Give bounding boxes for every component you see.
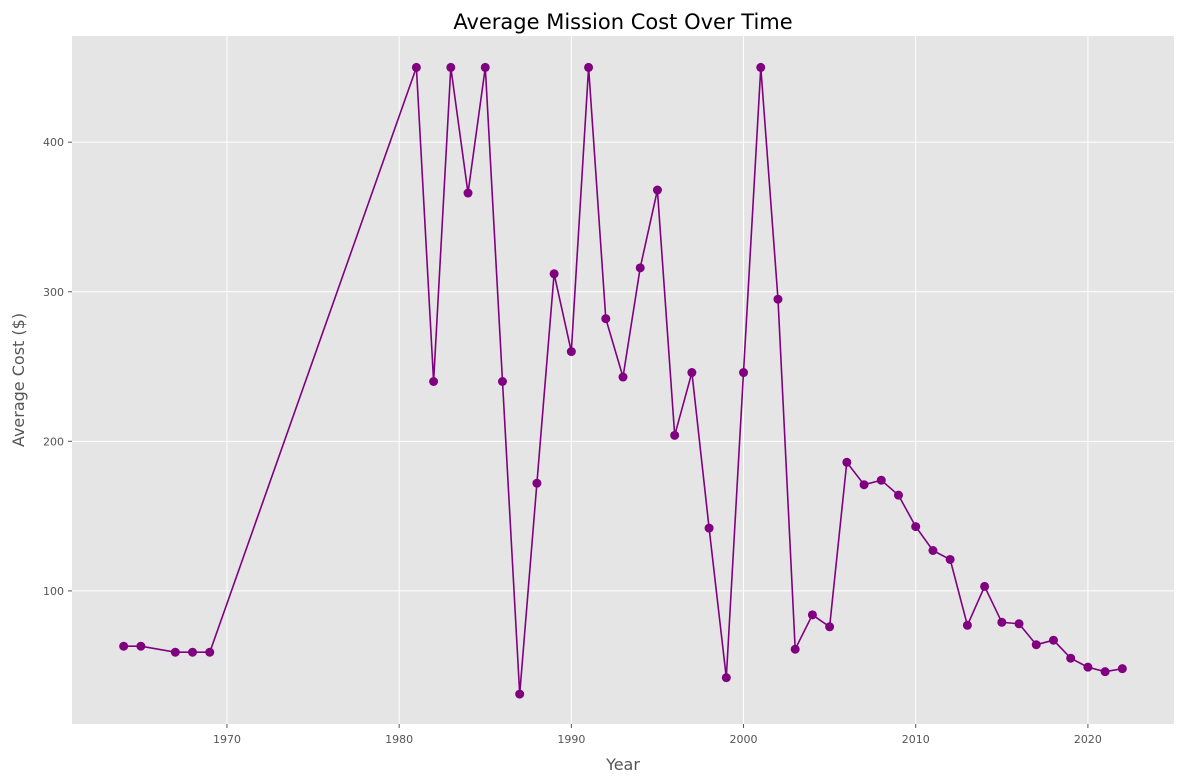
data-point [515,689,525,699]
data-point [894,490,903,500]
data-point [170,647,180,657]
data-point [188,647,198,657]
data-point [911,522,921,532]
data-point [635,263,645,273]
y-tick-label: 200 [43,435,64,448]
grid-lines [72,36,1174,724]
data-point [756,62,766,72]
data-point [980,581,990,591]
data-point [739,368,749,378]
data-point [1083,662,1093,672]
x-tick-label: 1970 [213,733,241,746]
data-point [997,617,1007,627]
data-point [842,457,852,467]
data-point [825,622,835,632]
data-point [1014,619,1024,629]
data-point [1100,667,1110,677]
x-tick-label: 2010 [902,733,930,746]
y-axis-label: Average Cost ($) [9,313,28,447]
data-point [1117,664,1127,674]
data-point [962,620,972,630]
data-point [721,673,731,683]
data-point [807,610,817,620]
x-tick-label: 2000 [730,733,758,746]
data-point [652,185,662,195]
y-tick-label: 400 [43,136,64,149]
axis-ticks: 1970 1980 1990 2000 2010 2020 100 200 300 400 [43,136,1102,746]
x-axis-label: Year [605,755,640,774]
data-point [584,62,594,72]
chart-title: Average Mission Cost Over Time [453,10,792,34]
data-point [497,376,507,386]
data-point [446,62,456,72]
data-point [1066,653,1076,663]
data-point [566,347,576,357]
data-point [119,641,129,651]
x-tick-label: 1990 [557,733,585,746]
data-point [670,430,680,440]
data-point [618,372,628,382]
data-point [549,269,559,279]
data-point [876,475,886,485]
data-point [532,478,542,488]
data-point [687,368,697,378]
data-point [601,314,611,324]
data-point [1048,635,1058,645]
data-point [205,647,215,657]
data-point [136,641,146,651]
data-point [928,546,938,556]
y-tick-label: 300 [43,286,64,299]
data-point [790,644,800,654]
data-point [411,62,421,72]
x-tick-label: 2020 [1074,733,1102,746]
data-point [480,62,490,72]
data-series [119,62,1127,699]
data-point [859,480,869,490]
data-point [1031,640,1041,650]
data-point [463,188,473,198]
data-point [945,554,955,564]
y-tick-label: 100 [43,585,64,598]
data-point [773,294,783,304]
data-point [429,376,439,386]
data-point [704,523,714,533]
x-tick-label: 1980 [385,733,413,746]
